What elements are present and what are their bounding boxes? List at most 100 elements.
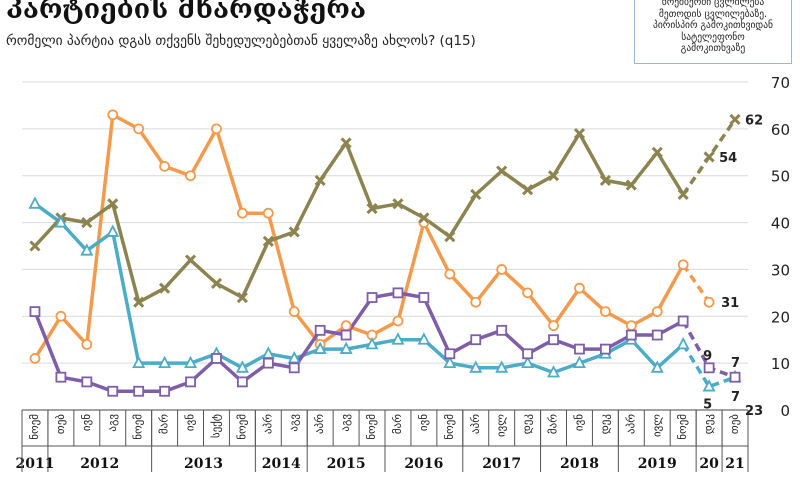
data-point: [340, 329, 352, 341]
data-point: [55, 371, 67, 383]
data-point: [392, 198, 404, 210]
data-point: [574, 343, 585, 355]
data-label: 31: [721, 296, 739, 311]
data-point: [469, 360, 483, 373]
data-point: [392, 287, 404, 299]
data-point: [470, 296, 482, 308]
data-point: [443, 355, 457, 369]
data-point: [184, 355, 198, 369]
x-tick-label: ივნ: [184, 414, 197, 431]
x-tick-label: აგვ: [339, 414, 352, 432]
x-tick-label: ივლ: [650, 414, 663, 437]
data-point: [54, 215, 68, 228]
data-point: [314, 324, 326, 336]
data-point: [81, 338, 93, 350]
x-tick-label: დეკ: [598, 414, 611, 435]
data-point: [133, 123, 145, 135]
year-label: 2014: [262, 456, 301, 472]
data-point: [287, 351, 301, 364]
data-point: [133, 296, 145, 308]
x-tick-label: დეკ: [702, 414, 715, 435]
year-label: 2015: [327, 456, 366, 472]
data-point: [29, 353, 41, 364]
note-line: პირისპირ გამოკითხვიდან: [653, 20, 773, 31]
data-point: [703, 151, 715, 163]
method-change-note: ნოემბერში ცვლილება მეთოდის ცვლილებაზე. პ…: [634, 0, 792, 64]
data-point: [366, 292, 378, 303]
data-point: [236, 207, 248, 219]
data-point: [391, 332, 405, 345]
data-point: [522, 287, 534, 299]
data-point: [522, 348, 534, 360]
x-tick-label: ივნ: [417, 414, 430, 431]
x-tick-label: ივლ: [495, 414, 508, 437]
y-tick-label: 20: [771, 308, 790, 326]
data-point: [418, 292, 430, 303]
data-point: [625, 320, 637, 332]
data-point: [677, 315, 689, 327]
data-point: [29, 306, 41, 318]
x-tick-label: აპრ: [624, 414, 637, 434]
x-tick-label: აპრ: [261, 414, 274, 434]
data-point: [107, 198, 119, 210]
data-point: [496, 324, 508, 336]
data-point: [210, 277, 223, 290]
data-point: [651, 146, 663, 158]
y-tick-label: 40: [771, 215, 790, 233]
x-tick-label: მარ: [391, 414, 404, 434]
series-line-dashed: [681, 343, 736, 389]
data-point: [470, 334, 482, 346]
note-line: გამოკითხვაზე: [680, 43, 746, 54]
data-point: [418, 212, 430, 224]
data-point: [574, 282, 585, 294]
data-point: [729, 113, 741, 126]
x-tick-label: მარ: [547, 414, 560, 434]
data-point: [236, 291, 248, 304]
data-point: [313, 341, 327, 354]
x-tick-label: დეკ: [521, 414, 534, 435]
data-point: [132, 355, 146, 369]
data-point: [211, 123, 222, 135]
series-line: [33, 113, 685, 360]
data-point: [288, 306, 300, 318]
x-tick-label: თებ: [728, 414, 741, 434]
data-point: [28, 196, 42, 209]
data-point: [107, 109, 119, 121]
data-point: [703, 296, 715, 308]
year-label: 2016: [404, 456, 443, 472]
data-point: [366, 202, 378, 215]
data-point: [521, 355, 535, 369]
x-tick-label: ნოემ: [676, 414, 689, 440]
data-label: 7: [731, 356, 740, 371]
data-point: [184, 254, 197, 266]
data-point: [677, 259, 689, 271]
data-point: [392, 315, 404, 327]
data-point: [572, 355, 586, 369]
data-point: [470, 188, 482, 201]
data-point: [573, 127, 586, 140]
x-tick-label: ნოემ: [365, 414, 378, 440]
data-point: [236, 376, 248, 388]
data-point: [547, 365, 561, 378]
chart-title: პარტიების მხარდაჭერა: [6, 0, 367, 25]
data-point: [651, 329, 663, 341]
note-line: სატელეფონო: [681, 31, 745, 43]
y-tick-label: 30: [771, 261, 790, 279]
series-line: [33, 291, 685, 394]
x-tick-label: აპრ: [313, 414, 326, 434]
data-point: [729, 371, 741, 383]
data-point: [29, 240, 41, 252]
x-tick-label: აპრ: [469, 414, 482, 434]
data-point: [444, 268, 456, 280]
data-point: [81, 217, 93, 229]
data-point: [288, 226, 300, 238]
y-tick-label: 60: [771, 121, 790, 139]
data-point: [339, 341, 353, 354]
year-label: 20: [699, 456, 719, 472]
year-label: 2013: [184, 456, 223, 472]
data-point: [522, 184, 534, 196]
x-tick-label: თებ: [54, 414, 67, 434]
y-tick-label: 10: [771, 355, 790, 373]
data-label: 54: [719, 151, 737, 166]
data-point: [107, 385, 119, 397]
